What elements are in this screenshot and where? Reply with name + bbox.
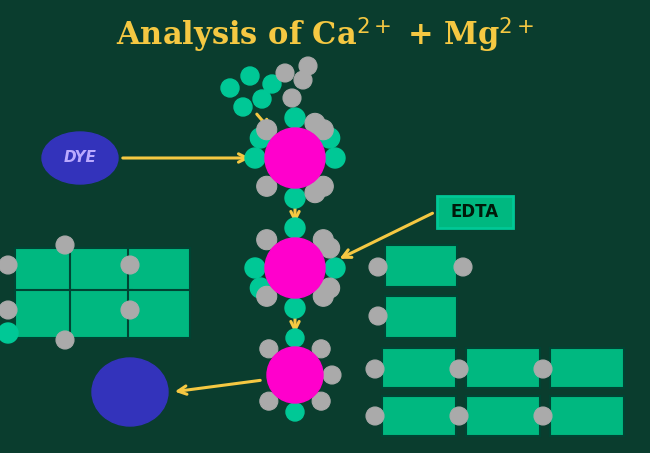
Circle shape	[320, 278, 340, 298]
Ellipse shape	[42, 132, 118, 184]
Circle shape	[285, 218, 305, 238]
Circle shape	[534, 360, 552, 378]
Text: EDTA: EDTA	[451, 203, 499, 221]
Circle shape	[260, 392, 278, 410]
Circle shape	[294, 71, 312, 89]
Circle shape	[366, 407, 384, 425]
Circle shape	[313, 176, 333, 196]
Circle shape	[250, 128, 270, 148]
Bar	[15, 248, 73, 292]
Circle shape	[257, 176, 277, 196]
Circle shape	[267, 347, 323, 403]
Circle shape	[299, 57, 317, 75]
Bar	[437, 196, 513, 228]
Bar	[466, 396, 540, 436]
Circle shape	[286, 329, 304, 347]
Circle shape	[56, 236, 74, 254]
Circle shape	[313, 230, 333, 250]
Circle shape	[325, 258, 345, 278]
Circle shape	[257, 120, 277, 140]
Circle shape	[312, 392, 330, 410]
Circle shape	[56, 331, 74, 349]
Circle shape	[312, 340, 330, 358]
Ellipse shape	[92, 358, 168, 426]
Circle shape	[121, 256, 139, 274]
Circle shape	[313, 120, 333, 140]
Bar	[382, 396, 456, 436]
Circle shape	[0, 301, 17, 319]
Circle shape	[285, 188, 305, 208]
Text: DYE: DYE	[64, 150, 96, 165]
Bar	[15, 290, 73, 338]
Circle shape	[260, 340, 278, 358]
Circle shape	[265, 238, 325, 298]
Circle shape	[369, 307, 387, 325]
Circle shape	[286, 403, 304, 421]
Circle shape	[253, 90, 271, 108]
Circle shape	[450, 407, 468, 425]
Circle shape	[276, 64, 294, 82]
Bar	[550, 396, 624, 436]
Circle shape	[305, 183, 325, 202]
Circle shape	[121, 301, 139, 319]
Circle shape	[450, 360, 468, 378]
Circle shape	[320, 128, 340, 148]
Circle shape	[320, 238, 340, 258]
Bar	[466, 348, 540, 388]
Circle shape	[257, 230, 277, 250]
Bar	[385, 245, 457, 287]
Bar	[128, 290, 190, 338]
Bar	[382, 348, 456, 388]
Bar	[128, 248, 190, 292]
Circle shape	[285, 108, 305, 128]
Circle shape	[305, 113, 325, 133]
Circle shape	[257, 286, 277, 306]
Bar	[385, 296, 457, 338]
Circle shape	[283, 89, 301, 107]
Circle shape	[369, 258, 387, 276]
Circle shape	[221, 79, 239, 97]
Circle shape	[313, 286, 333, 306]
Bar	[70, 290, 132, 338]
Circle shape	[265, 128, 325, 188]
Circle shape	[285, 298, 305, 318]
Bar	[70, 248, 132, 292]
Circle shape	[245, 148, 265, 168]
Circle shape	[250, 278, 270, 298]
Circle shape	[234, 98, 252, 116]
Text: Analysis of Ca$^{2+}$ + Mg$^{2+}$: Analysis of Ca$^{2+}$ + Mg$^{2+}$	[116, 15, 534, 55]
Circle shape	[323, 366, 341, 384]
Circle shape	[366, 360, 384, 378]
Circle shape	[0, 323, 18, 343]
Bar	[550, 348, 624, 388]
Circle shape	[0, 256, 17, 274]
Circle shape	[245, 258, 265, 278]
Circle shape	[325, 148, 345, 168]
Circle shape	[263, 75, 281, 93]
Circle shape	[534, 407, 552, 425]
Circle shape	[241, 67, 259, 85]
Circle shape	[454, 258, 472, 276]
